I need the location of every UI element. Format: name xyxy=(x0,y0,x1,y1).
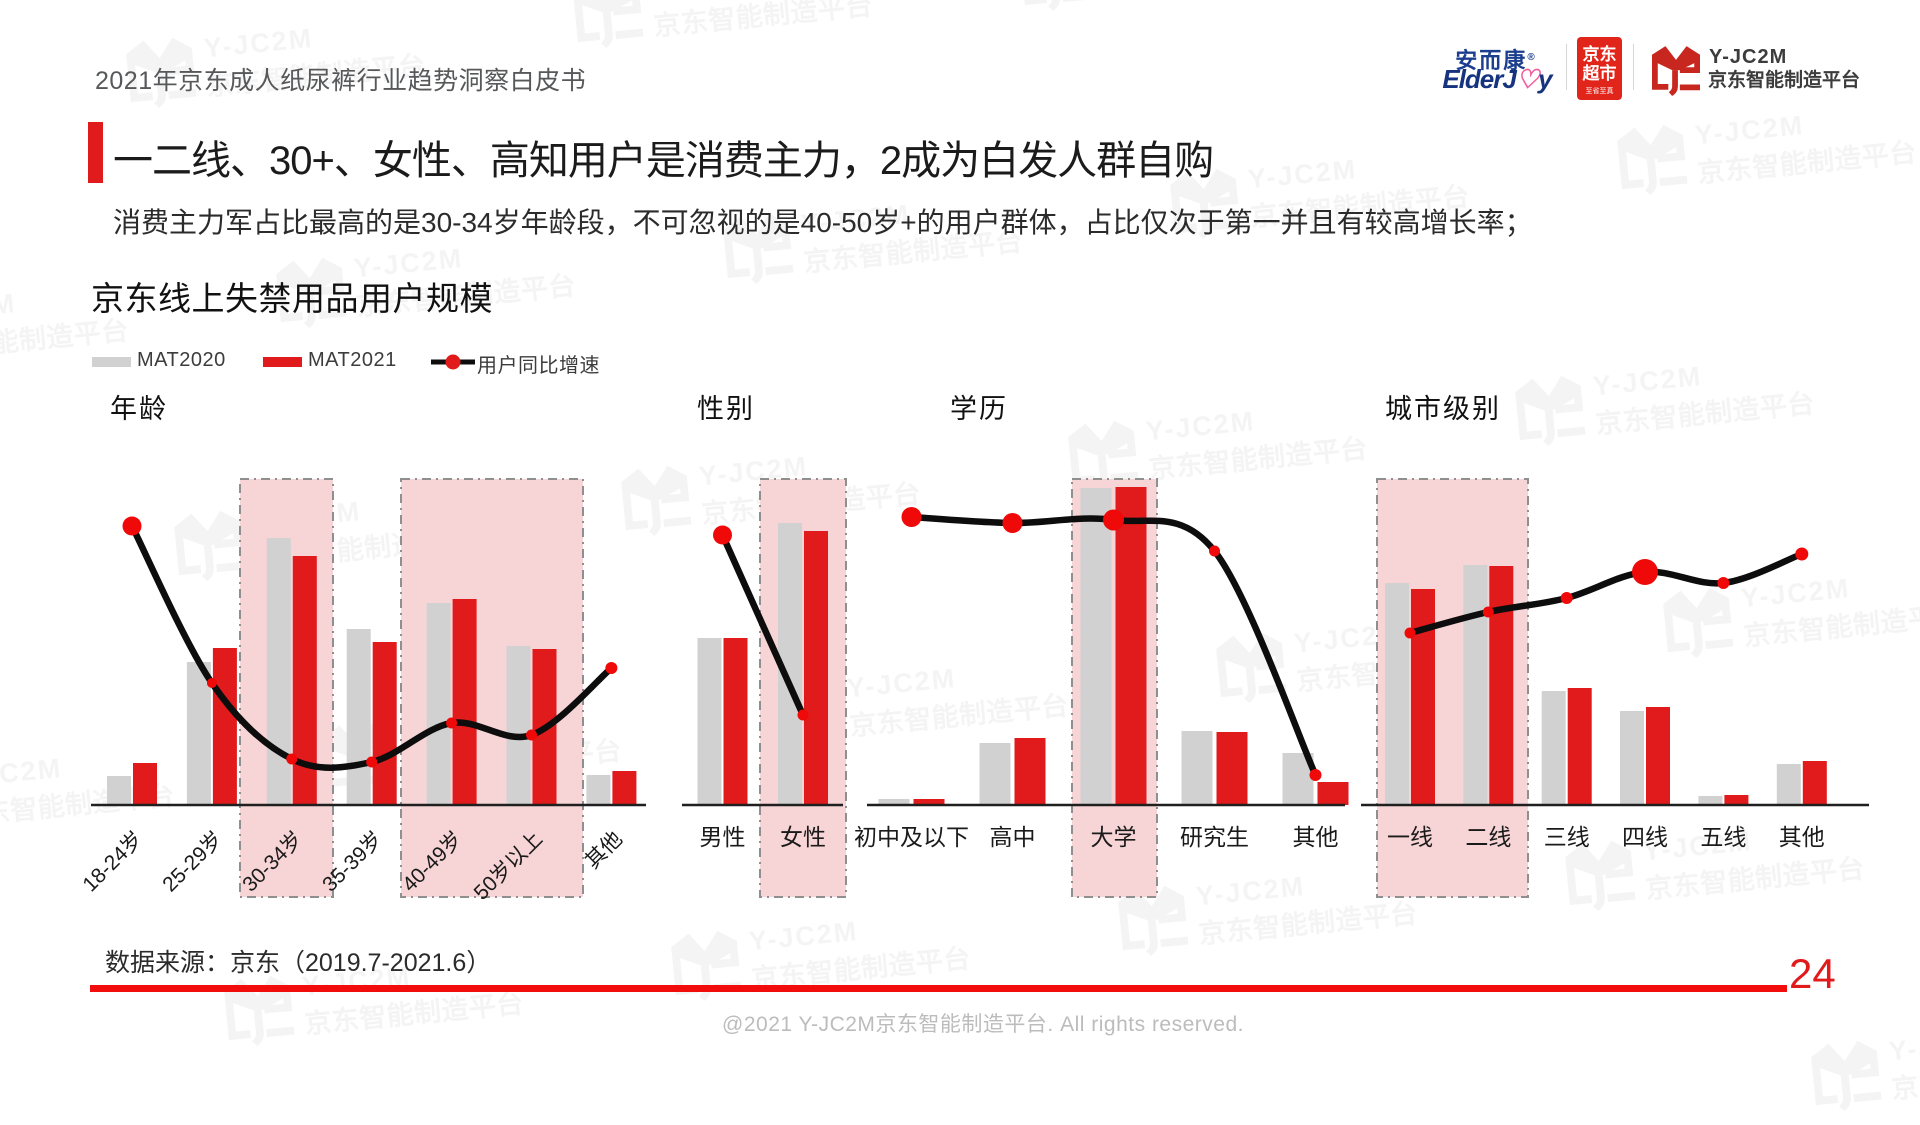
svg-text:高中: 高中 xyxy=(990,824,1036,850)
svg-text:其他: 其他 xyxy=(581,827,627,873)
svg-text:男性: 男性 xyxy=(700,824,746,850)
svg-text:大学: 大学 xyxy=(1091,824,1137,850)
svg-text:18-24岁: 18-24岁 xyxy=(78,827,147,896)
svg-text:四线: 四线 xyxy=(1622,824,1668,850)
svg-text:一线: 一线 xyxy=(1387,824,1433,850)
svg-text:25-29岁: 25-29岁 xyxy=(158,827,227,896)
svg-text:研究生: 研究生 xyxy=(1180,824,1249,850)
svg-text:初中及以下: 初中及以下 xyxy=(854,824,969,850)
svg-text:三线: 三线 xyxy=(1544,824,1590,850)
svg-text:二线: 二线 xyxy=(1465,824,1511,850)
svg-text:女性: 女性 xyxy=(780,824,826,850)
svg-text:五线: 五线 xyxy=(1700,824,1746,850)
svg-text:其他: 其他 xyxy=(1779,824,1825,850)
svg-text:其他: 其他 xyxy=(1293,824,1339,850)
